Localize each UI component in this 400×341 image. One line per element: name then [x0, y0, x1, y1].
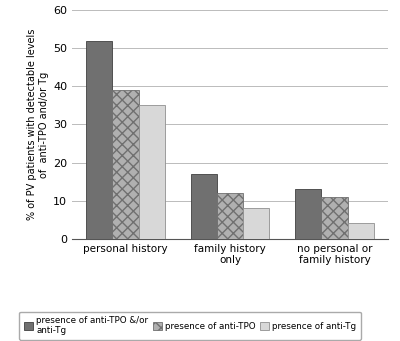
Bar	[86, 41, 112, 239]
Bar	[295, 189, 322, 239]
Bar	[138, 105, 165, 239]
Bar	[322, 197, 348, 239]
Legend: presence of anti-TPO &/or
anti-Tg, presence of anti-TPO, presence of anti-Tg: presence of anti-TPO &/or anti-Tg, prese…	[20, 312, 361, 340]
Bar	[217, 193, 243, 239]
Bar	[243, 208, 269, 239]
Bar	[112, 90, 138, 239]
Y-axis label: % of PV patients with detectable levels
of  anti-TPO and/or Tg: % of PV patients with detectable levels …	[27, 29, 49, 220]
Bar	[348, 223, 374, 239]
Bar	[191, 174, 217, 239]
